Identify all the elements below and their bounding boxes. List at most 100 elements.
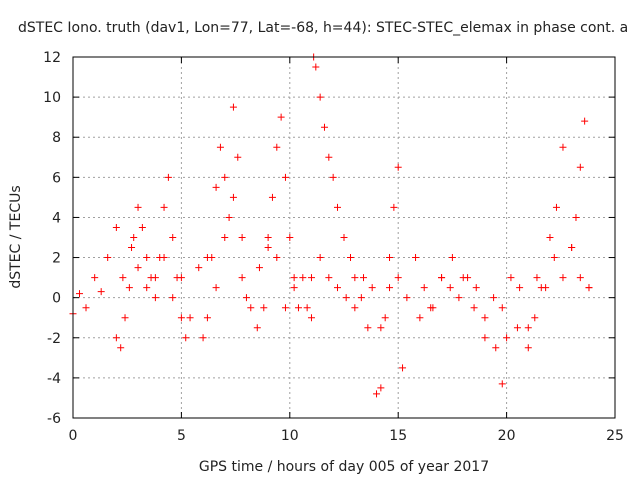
data-point (585, 284, 592, 291)
data-point (217, 144, 224, 151)
data-point (421, 284, 428, 291)
data-point (213, 184, 220, 191)
data-point (334, 284, 341, 291)
data-point (572, 214, 579, 221)
y-tick-label: 8 (52, 130, 61, 146)
data-point (204, 314, 211, 321)
data-point (221, 234, 228, 241)
chart-title: dSTEC Iono. truth (dav1, Lon=77, Lat=-68… (18, 20, 628, 36)
data-point (98, 288, 105, 295)
data-point (373, 390, 380, 397)
data-point (317, 254, 324, 261)
data-point (325, 274, 332, 281)
data-point (291, 284, 298, 291)
data-point (395, 274, 402, 281)
data-point (169, 294, 176, 301)
y-tick-label: 6 (52, 170, 61, 186)
data-point (321, 124, 328, 131)
data-point (546, 234, 553, 241)
data-point (358, 294, 365, 301)
data-point (161, 204, 168, 211)
data-point (143, 284, 150, 291)
data-point (499, 304, 506, 311)
data-point (412, 254, 419, 261)
data-point (135, 264, 142, 271)
data-point (447, 284, 454, 291)
data-point (282, 174, 289, 181)
data-point (492, 344, 499, 351)
data-point (213, 284, 220, 291)
data-point (390, 204, 397, 211)
data-point (386, 284, 393, 291)
data-point (471, 304, 478, 311)
data-point (286, 234, 293, 241)
y-tick-label: 0 (52, 291, 61, 307)
data-point (330, 174, 337, 181)
data-point (195, 264, 202, 271)
data-point (230, 194, 237, 201)
data-point (364, 324, 371, 331)
data-point (291, 274, 298, 281)
data-points (70, 54, 593, 398)
data-point (531, 314, 538, 321)
x-tick-label: 10 (281, 428, 299, 444)
y-tick-label: 10 (43, 90, 61, 106)
data-point (243, 294, 250, 301)
data-point (460, 274, 467, 281)
data-point (503, 334, 510, 341)
data-point (377, 324, 384, 331)
data-point (265, 234, 272, 241)
data-point (507, 274, 514, 281)
data-point (182, 334, 189, 341)
data-point (553, 204, 560, 211)
data-point (325, 154, 332, 161)
x-axis-title: GPS time / hours of day 005 of year 2017 (199, 459, 489, 475)
data-point (126, 284, 133, 291)
data-point (139, 224, 146, 231)
data-point (481, 314, 488, 321)
data-point (239, 234, 246, 241)
data-point (351, 274, 358, 281)
data-point (490, 294, 497, 301)
data-point (143, 254, 150, 261)
data-point (260, 304, 267, 311)
data-point (295, 304, 302, 311)
data-point (308, 314, 315, 321)
data-point (117, 344, 124, 351)
data-point (254, 324, 261, 331)
data-point (269, 194, 276, 201)
data-point (226, 214, 233, 221)
data-point (473, 284, 480, 291)
y-tick-label: 4 (52, 210, 61, 226)
data-point (455, 294, 462, 301)
data-point (119, 274, 126, 281)
data-point (525, 344, 532, 351)
data-point (156, 254, 163, 261)
data-point (577, 274, 584, 281)
tick-labels: 0 5 10 15 20 25-6-4-2024681012 (43, 50, 624, 444)
data-point (343, 294, 350, 301)
data-point (247, 304, 254, 311)
y-tick-label: -6 (47, 411, 61, 427)
data-point (148, 274, 155, 281)
data-point (360, 274, 367, 281)
data-point (341, 234, 348, 241)
data-point (304, 304, 311, 311)
data-point (403, 294, 410, 301)
y-tick-label: -4 (47, 371, 61, 387)
data-point (516, 284, 523, 291)
data-point (481, 334, 488, 341)
data-point (577, 164, 584, 171)
data-point (317, 94, 324, 101)
data-point (113, 334, 120, 341)
data-point (538, 284, 545, 291)
data-point (128, 244, 135, 251)
data-point (91, 274, 98, 281)
data-point (438, 274, 445, 281)
data-point (178, 314, 185, 321)
data-point (551, 254, 558, 261)
y-tick-label: 2 (52, 251, 61, 267)
x-tick-label: 0 (69, 428, 78, 444)
data-point (187, 314, 194, 321)
